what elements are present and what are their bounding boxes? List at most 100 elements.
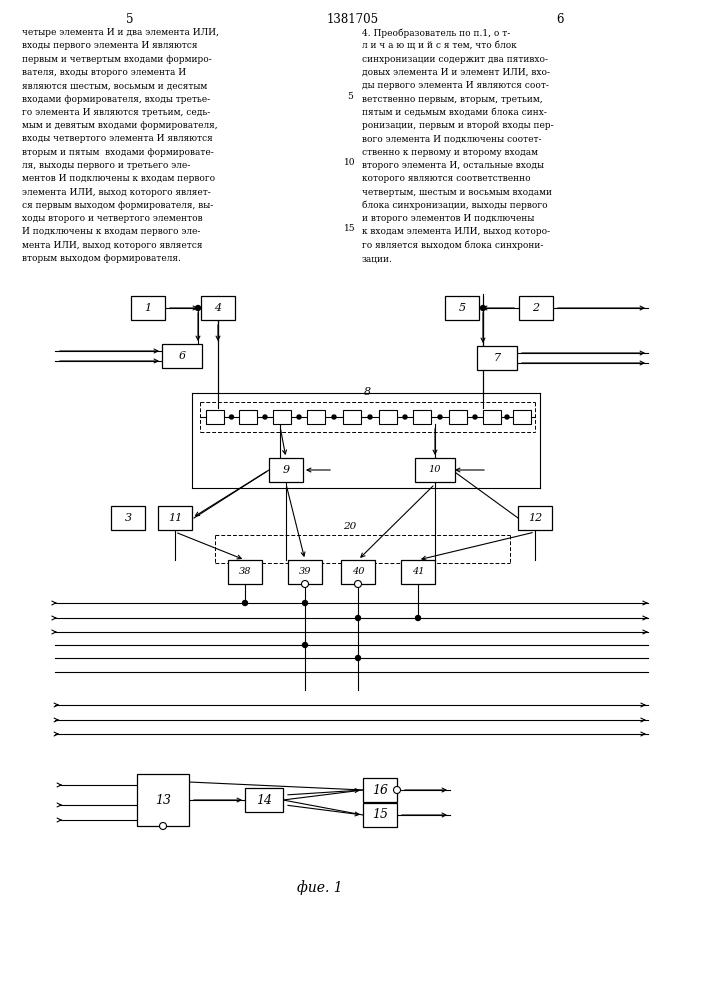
Text: 8: 8 [364, 387, 371, 397]
Text: 1: 1 [144, 303, 151, 313]
Text: и второго элементов И подключены: и второго элементов И подключены [362, 214, 534, 223]
Text: 6: 6 [556, 13, 563, 26]
Text: входами формирователя, входы третье-: входами формирователя, входы третье- [22, 95, 210, 104]
Bar [239, 410, 257, 424]
Text: вателя, входы второго элемента И: вателя, входы второго элемента И [22, 68, 186, 77]
Bar [273, 410, 291, 424]
Circle shape [416, 615, 421, 620]
Text: 10: 10 [428, 466, 441, 475]
Text: 38: 38 [239, 568, 251, 576]
Bar [379, 410, 397, 424]
Text: первым и четвертым входами формиро-: первым и четвертым входами формиро- [22, 55, 212, 64]
Bar [245, 788, 283, 812]
Text: 5: 5 [127, 13, 134, 26]
Text: 11: 11 [168, 513, 182, 523]
Bar [131, 296, 165, 320]
Circle shape [354, 580, 361, 587]
Bar [445, 296, 479, 320]
Text: синхронизации содержит два пятивхо-: синхронизации содержит два пятивхо- [362, 55, 548, 64]
Bar [518, 506, 552, 530]
Bar [269, 458, 303, 482]
Bar [111, 506, 145, 530]
Bar [363, 778, 397, 802]
Bar [158, 506, 192, 530]
Text: ментов И подключены к входам первого: ментов И подключены к входам первого [22, 174, 215, 183]
Circle shape [230, 415, 233, 419]
Text: 7: 7 [493, 353, 501, 363]
Circle shape [196, 306, 201, 310]
Circle shape [301, 580, 308, 587]
Bar [343, 410, 361, 424]
Circle shape [473, 415, 477, 419]
Circle shape [160, 822, 167, 830]
Text: 12: 12 [528, 513, 542, 523]
Text: ля, выходы первого и третьего эле-: ля, выходы первого и третьего эле- [22, 161, 190, 170]
Text: являются шестым, восьмым и десятым: являются шестым, восьмым и десятым [22, 81, 207, 90]
Bar [519, 296, 553, 320]
Bar [363, 803, 397, 827]
Bar [477, 346, 517, 370]
Text: ветственно первым, вторым, третьим,: ветственно первым, вторым, третьим, [362, 95, 543, 104]
Bar [201, 296, 235, 320]
Bar [162, 344, 202, 368]
Bar [288, 560, 322, 584]
Circle shape [356, 615, 361, 620]
Circle shape [438, 415, 442, 419]
Text: входы первого элемента И являются: входы первого элемента И являются [22, 41, 197, 50]
Circle shape [403, 415, 407, 419]
Text: 20: 20 [344, 522, 356, 531]
Text: вторым и пятым  входами формировате-: вторым и пятым входами формировате- [22, 148, 214, 157]
Bar [483, 410, 501, 424]
Text: 41: 41 [411, 568, 424, 576]
Text: пятым и седьмым входами блока синх-: пятым и седьмым входами блока синх- [362, 108, 547, 117]
Text: ходы второго и четвертого элементов: ходы второго и четвертого элементов [22, 214, 203, 223]
Text: мента ИЛИ, выход которого является: мента ИЛИ, выход которого является [22, 241, 202, 250]
Text: 4: 4 [214, 303, 221, 313]
Text: вого элемента И подключены соотет-: вого элемента И подключены соотет- [362, 134, 542, 143]
Text: 13: 13 [155, 794, 171, 806]
Text: к входам элемента ИЛИ, выход которо-: к входам элемента ИЛИ, выход которо- [362, 228, 550, 236]
Text: 4. Преобразователь по п.1, о т-: 4. Преобразователь по п.1, о т- [362, 28, 510, 37]
Text: 3: 3 [124, 513, 132, 523]
Circle shape [263, 415, 267, 419]
Circle shape [243, 600, 247, 605]
Bar [341, 560, 375, 584]
Text: 6: 6 [178, 351, 185, 361]
Text: которого являются соответственно: которого являются соответственно [362, 174, 531, 183]
Bar [401, 560, 435, 584]
Circle shape [368, 415, 372, 419]
Text: 15: 15 [372, 808, 388, 822]
Circle shape [332, 415, 336, 419]
Text: вторым выходом формирователя.: вторым выходом формирователя. [22, 254, 181, 263]
Bar [413, 410, 431, 424]
Bar [513, 410, 531, 424]
Text: 9: 9 [282, 465, 290, 475]
Circle shape [505, 415, 509, 419]
Text: блока синхронизации, выходы первого: блока синхронизации, выходы первого [362, 201, 548, 210]
Text: 40: 40 [352, 568, 364, 576]
Text: 10: 10 [344, 158, 356, 167]
Text: 15: 15 [344, 224, 356, 233]
Text: 2: 2 [532, 303, 539, 313]
Text: четвертым, шестым и восьмым входами: четвертым, шестым и восьмым входами [362, 188, 552, 197]
Bar [415, 458, 455, 482]
Text: 16: 16 [372, 784, 388, 796]
Text: л и ч а ю щ и й с я тем, что блок: л и ч а ю щ и й с я тем, что блок [362, 41, 517, 50]
Text: мым и девятым входами формирователя,: мым и девятым входами формирователя, [22, 121, 218, 130]
Text: довых элемента И и элемент ИЛИ, вхо-: довых элемента И и элемент ИЛИ, вхо- [362, 68, 550, 77]
Circle shape [394, 786, 400, 794]
Text: зации.: зации. [362, 254, 393, 263]
Text: четыре элемента И и два элемента ИЛИ,: четыре элемента И и два элемента ИЛИ, [22, 28, 219, 37]
Circle shape [481, 306, 486, 310]
Bar [307, 410, 325, 424]
Text: ды первого элемента И являются соот-: ды первого элемента И являются соот- [362, 81, 549, 90]
Text: 14: 14 [256, 794, 272, 806]
Circle shape [303, 643, 308, 648]
Text: 5: 5 [458, 303, 466, 313]
Bar [206, 410, 224, 424]
Text: 39: 39 [299, 568, 311, 576]
Text: го является выходом блока синхрони-: го является выходом блока синхрони- [362, 241, 544, 250]
Text: ся первым выходом формирователя, вы-: ся первым выходом формирователя, вы- [22, 201, 214, 210]
Text: ронизации, первым и второй входы пер-: ронизации, первым и второй входы пер- [362, 121, 554, 130]
Text: 5: 5 [347, 92, 353, 101]
